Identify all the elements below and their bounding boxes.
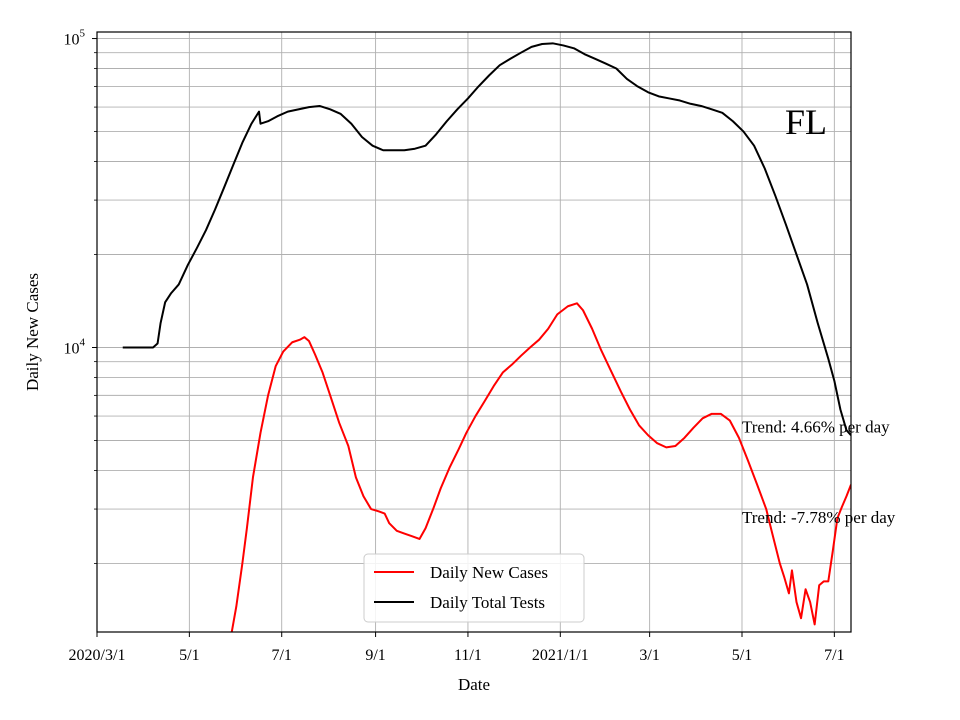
x-tick-label: 11/1 [454, 647, 482, 664]
x-tick-label: 9/1 [365, 647, 385, 664]
x-tick-label: 7/1 [271, 647, 291, 664]
panel-label: FL [785, 102, 827, 142]
grid [96, 32, 851, 632]
series-layer [122, 42, 851, 632]
axes-frame [96, 31, 852, 633]
legend-label-cases: Daily New Cases [430, 563, 548, 582]
x-tick-label: 5/1 [179, 647, 199, 664]
x-tick-label: 5/1 [732, 647, 752, 664]
trend-annotation-1: Trend: -7.78% per day [742, 508, 896, 527]
series-line-daily-new-cases [230, 302, 851, 632]
series-line-daily-total-tests [122, 42, 851, 436]
x-tick-label: 2020/3/1 [69, 647, 126, 664]
trend-annotation-0: Trend: 4.66% per day [742, 418, 890, 437]
legend-label-tests: Daily Total Tests [430, 593, 545, 612]
ticks [92, 38, 835, 637]
labels: 2020/3/1 5/1 7/1 9/1 11/1 2021/1/1 3/1 5/1 7/1 10… [64, 28, 896, 664]
y-axis-title: Daily New Cases [23, 273, 42, 391]
legend-box [363, 553, 585, 623]
y-tick-label: 105 [64, 28, 86, 49]
x-tick-label: 2021/1/1 [532, 647, 589, 664]
x-axis-title: Date [458, 675, 490, 694]
x-tick-label: 7/1 [824, 647, 844, 664]
x-tick-label: 3/1 [639, 647, 659, 664]
legend: Daily New Cases Daily Total Tests [363, 553, 585, 623]
y-tick-label: 104 [64, 337, 86, 358]
